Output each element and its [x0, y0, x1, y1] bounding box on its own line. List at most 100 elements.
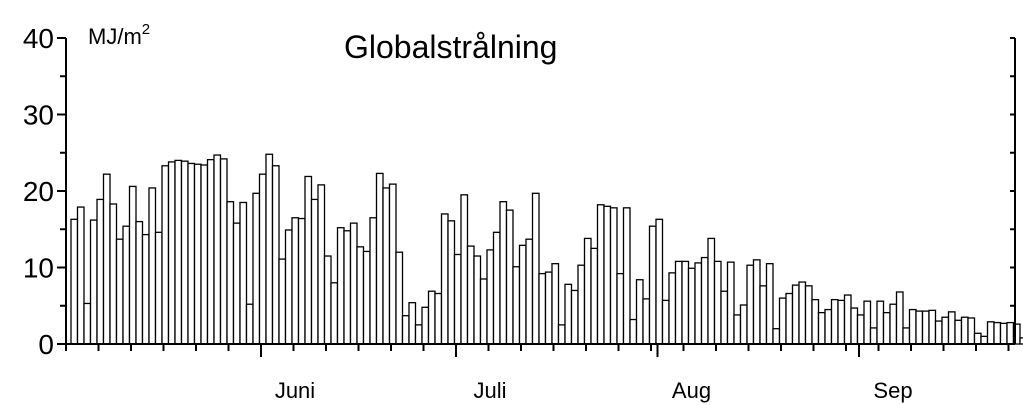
bar-day-104	[739, 304, 748, 345]
bar-day-59	[447, 220, 456, 345]
bar-day-33	[278, 258, 287, 345]
bars-group	[70, 153, 1023, 345]
bar-day-106	[752, 259, 761, 345]
bar-day-1	[70, 218, 79, 345]
unit-superscript: 2	[142, 21, 150, 38]
bar-day-39	[317, 184, 326, 345]
bar-day-109	[772, 328, 781, 345]
bar-day-3	[83, 302, 92, 345]
bar-day-40	[323, 255, 332, 345]
bar-day-118	[830, 298, 839, 345]
unit-label: MJ/m2	[88, 21, 150, 49]
y-tick-label: 10	[23, 253, 54, 284]
bar-day-62	[466, 245, 475, 345]
bar-day-27	[239, 201, 248, 345]
y-tick-label: 40	[23, 23, 54, 54]
bar-day-30	[258, 173, 267, 345]
bar-day-92	[661, 299, 670, 345]
bar-day-12	[141, 233, 150, 345]
y-tick-label: 20	[23, 176, 54, 207]
bar-day-81	[590, 247, 599, 345]
bar-day-69	[512, 266, 521, 345]
bar-day-88	[635, 279, 644, 345]
bar-day-44	[349, 222, 358, 345]
bar-day-25	[226, 201, 235, 345]
bar-day-117	[824, 308, 833, 345]
y-ticks-group: 0 10 20 30 40	[23, 23, 1015, 360]
bar-day-66	[492, 231, 501, 345]
bar-day-4	[89, 219, 98, 345]
bar-day-115	[811, 298, 820, 345]
bar-day-72	[531, 192, 540, 345]
bar-day-11	[135, 220, 144, 345]
labels-group: MJ/m2 Globalstrålning	[88, 21, 557, 65]
bar-day-55	[421, 306, 430, 345]
bar-day-124	[869, 327, 878, 345]
bar-day-42	[336, 227, 345, 345]
bar-day-61	[460, 194, 469, 345]
bar-day-70	[518, 244, 527, 345]
bar-day-108	[765, 263, 774, 345]
bar-day-47	[369, 217, 378, 345]
bar-day-17	[174, 159, 183, 345]
bar-day-133	[928, 309, 937, 345]
bar-day-6	[102, 173, 111, 345]
y-tick-label: 0	[38, 329, 54, 360]
bar-day-68	[505, 209, 514, 345]
bar-day-63	[473, 255, 482, 345]
bar-day-147	[1019, 337, 1023, 345]
bar-day-56	[427, 290, 436, 345]
bar-day-87	[629, 318, 638, 345]
bar-day-102	[726, 261, 735, 345]
bar-day-142	[986, 321, 995, 345]
bar-day-135	[941, 316, 950, 345]
bar-day-19	[187, 162, 196, 345]
month-label-juli: Juli	[473, 378, 506, 403]
bar-day-9	[122, 225, 131, 345]
bar-day-143	[993, 321, 1002, 345]
bar-day-144	[999, 322, 1008, 345]
bar-day-60	[453, 253, 462, 345]
bar-day-82	[596, 204, 605, 345]
bar-day-138	[960, 316, 969, 345]
bar-day-32	[271, 165, 280, 345]
bar-day-98	[700, 256, 709, 345]
bar-day-141	[980, 335, 989, 345]
bar-day-8	[115, 238, 124, 345]
bar-day-100	[713, 260, 722, 345]
bar-day-74	[544, 271, 553, 345]
month-label-juni: Juni	[275, 378, 315, 403]
bar-day-127	[889, 303, 898, 345]
bar-day-123	[863, 300, 872, 345]
month-label-sep: Sep	[873, 378, 912, 403]
bar-day-7	[109, 203, 118, 345]
bar-day-29	[252, 192, 261, 345]
bar-day-36	[297, 217, 306, 345]
bar-day-90	[648, 225, 657, 345]
bar-day-13	[148, 187, 157, 345]
bar-day-24	[219, 158, 228, 345]
bar-day-103	[733, 314, 742, 345]
bar-day-48	[375, 172, 384, 345]
bar-day-140	[973, 332, 982, 345]
bar-day-145	[1006, 321, 1015, 345]
bar-day-43	[343, 230, 352, 345]
bar-day-85	[616, 272, 625, 345]
bar-day-96	[687, 267, 696, 345]
bar-day-122	[856, 314, 865, 345]
bar-day-75	[551, 263, 560, 345]
unit-text: MJ/m	[88, 24, 142, 49]
bar-day-121	[850, 307, 859, 345]
bar-day-131	[915, 310, 924, 345]
bar-day-126	[882, 311, 891, 345]
bar-day-57	[434, 292, 443, 345]
bar-day-21	[200, 164, 209, 345]
bar-day-146	[1012, 323, 1021, 345]
bar-day-5	[96, 198, 105, 345]
bar-day-136	[947, 311, 956, 345]
bar-day-78	[570, 289, 579, 345]
bar-day-64	[479, 278, 488, 345]
bar-day-105	[746, 264, 755, 345]
bar-day-14	[154, 231, 163, 345]
